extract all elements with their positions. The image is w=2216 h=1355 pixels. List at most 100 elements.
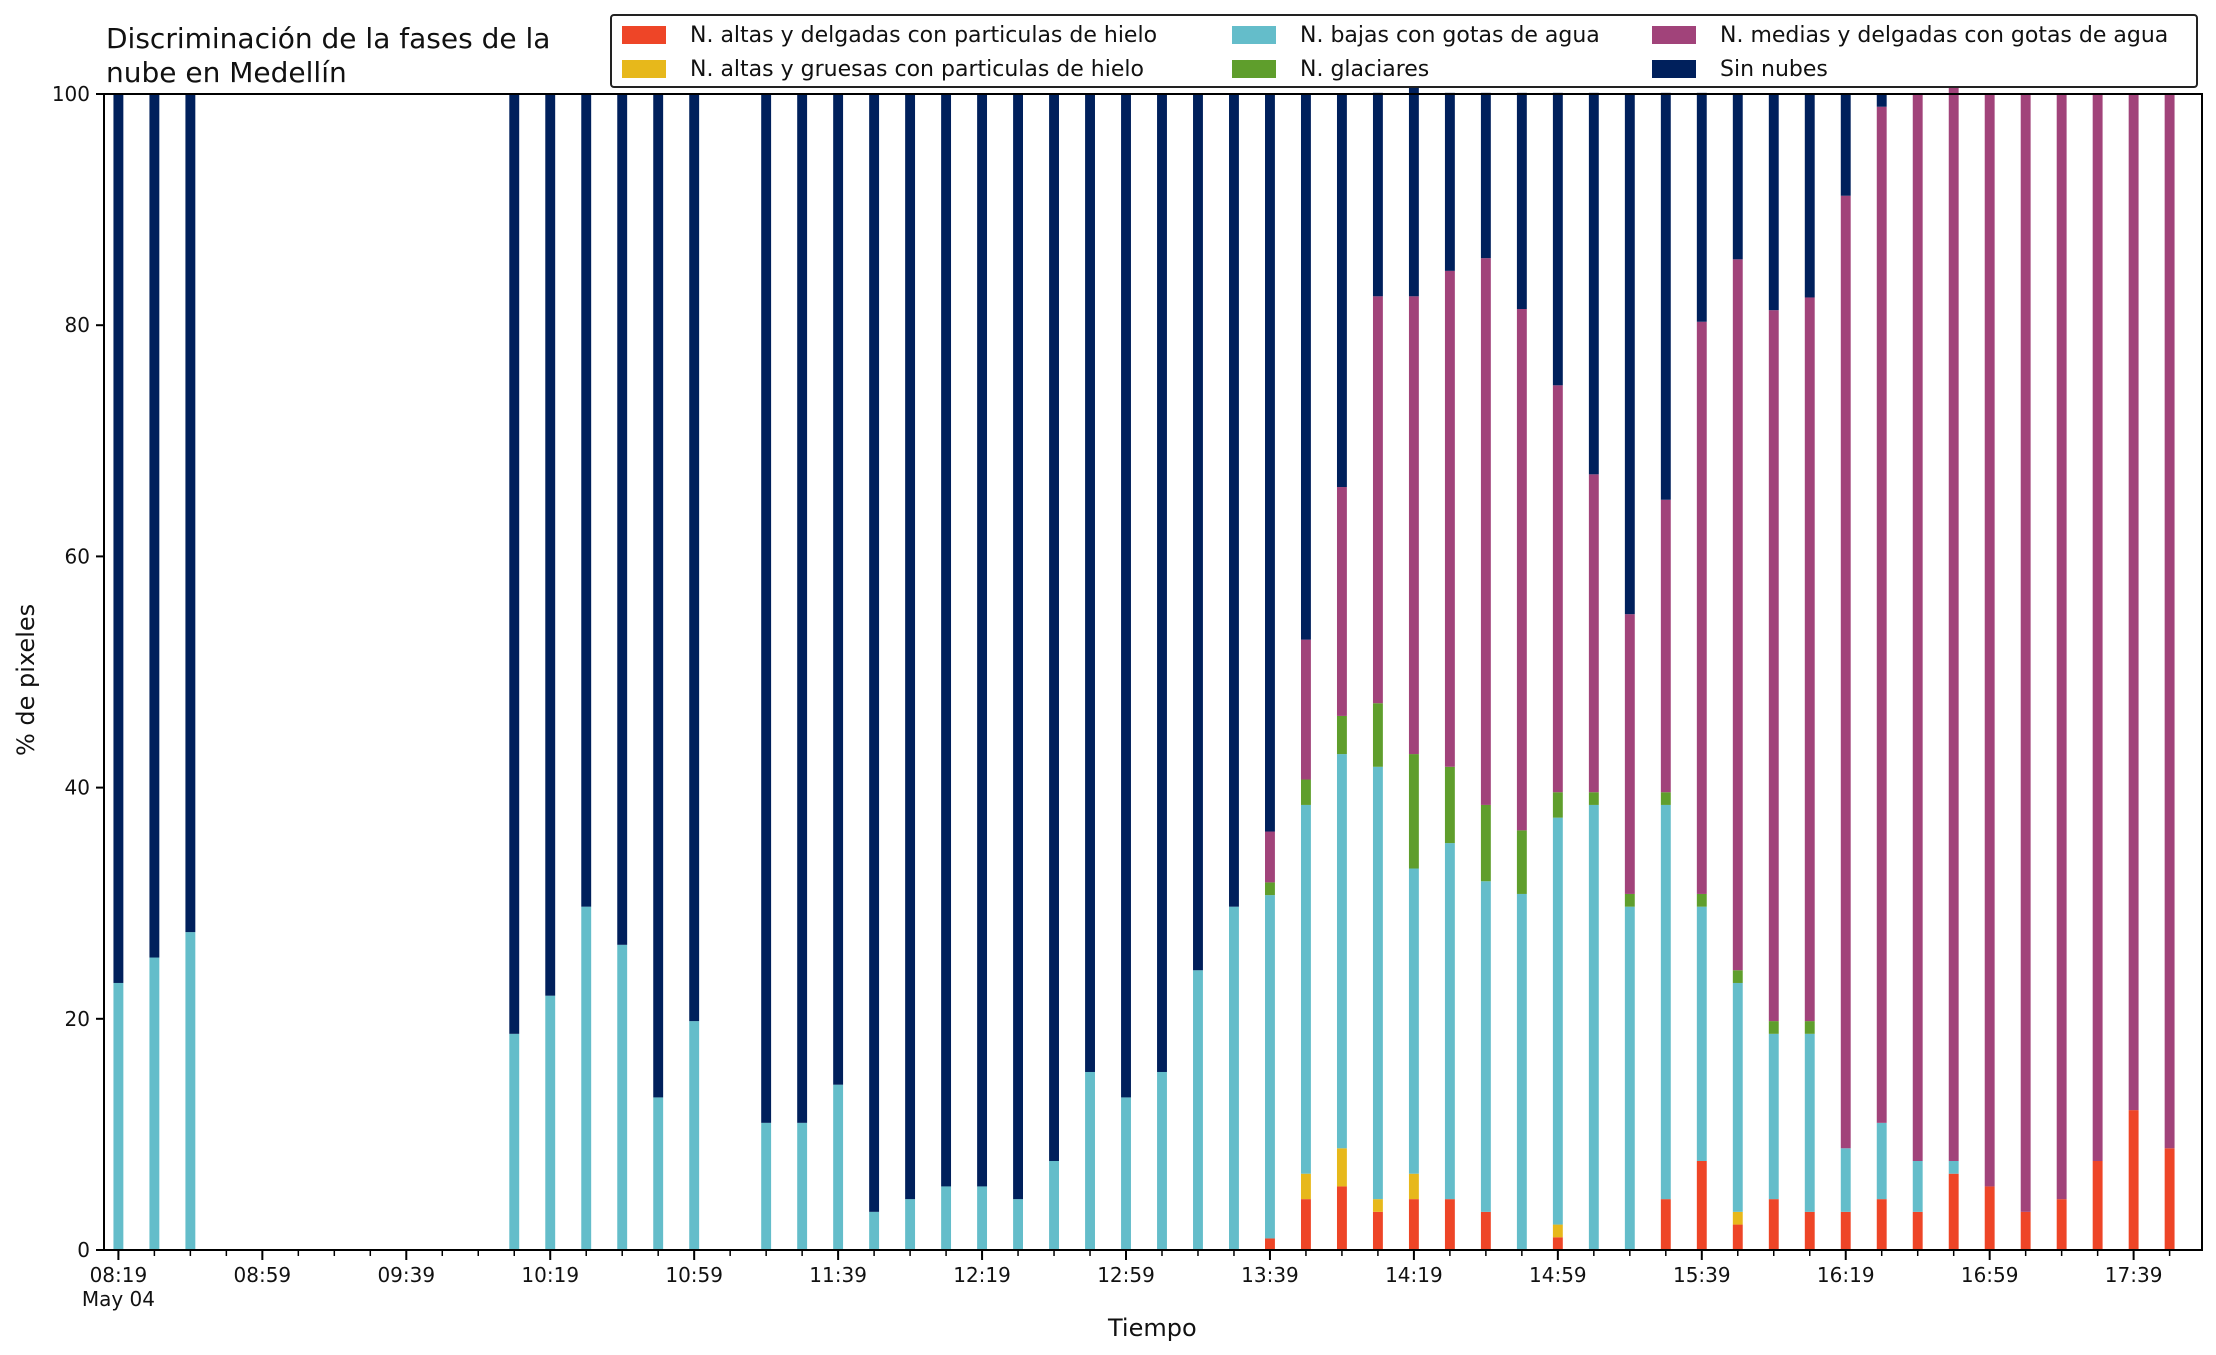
x-axis-label: Tiempo: [1108, 1314, 1197, 1342]
bar-segment-1419-s0: [1408, 1199, 1419, 1250]
bar-segment-1729-s4: [2092, 94, 2103, 1161]
bar-segment-1029-s2: [581, 906, 592, 1250]
bar-segment-1009-s2: [509, 1033, 520, 1250]
bar-segment-1719-s4: [2056, 94, 2067, 1200]
legend-swatch-altas-gruesas: [622, 60, 666, 78]
bar-segment-1539-s0: [1696, 1160, 1707, 1250]
bar-segment-1409-s5: [1372, 92, 1383, 297]
bar-segment-0819-s5: [113, 94, 124, 983]
bar-segment-1129-s5: [797, 94, 808, 1123]
bar-segment-1549-s3: [1732, 970, 1743, 983]
bar-segment-1229-s5: [1013, 94, 1023, 1200]
chart-title-line-1: Discriminación de la fases de la: [106, 22, 551, 55]
bar-segment-1429-s2: [1444, 843, 1455, 1200]
bar-segment-1649-s4: [1948, 81, 1959, 1161]
bar-segment-1459-s3: [1552, 792, 1563, 818]
x-tick-label-1059: 10:59: [665, 1263, 723, 1287]
bar-segment-1609-s2: [1804, 1033, 1815, 1212]
bar-segment-1359-s5: [1336, 94, 1347, 488]
bar-segment-1319-s2: [1193, 970, 1203, 1250]
bar-segment-1529-s4: [1660, 499, 1671, 793]
x-tick-label-1459: 14:59: [1529, 1263, 1587, 1287]
bar-segment-1019-s2: [545, 995, 556, 1250]
bar-segment-1309-s5: [1157, 94, 1167, 1072]
bar-segment-1549-s0: [1732, 1224, 1743, 1250]
bar-segment-1039-s2: [617, 944, 628, 1250]
x-tick-label-0859: 08:59: [234, 1263, 292, 1287]
y-tick-label-80: 80: [65, 313, 90, 337]
bar-segment-1609-s3: [1804, 1021, 1815, 1034]
bar-segment-1419-s5: [1408, 67, 1419, 297]
bar-segment-1049-s5: [653, 94, 664, 1098]
bar-segment-1719-s0: [2056, 1199, 2067, 1250]
legend-label-altas-gruesas: N. altas y gruesas con particulas de hie…: [690, 56, 1144, 82]
bar-segment-1409-s1: [1372, 1199, 1383, 1212]
bar-segment-1459-s2: [1552, 817, 1563, 1225]
bar-segment-1129-s2: [797, 1122, 808, 1250]
bars-layer: [113, 67, 2175, 1250]
legend-label-bajas-agua: N. bajas con gotas de agua: [1300, 22, 1600, 48]
bar-segment-1359-s3: [1336, 715, 1347, 755]
bar-segment-1239-s2: [1049, 1160, 1059, 1250]
bar-segment-1559-s3: [1768, 1021, 1779, 1034]
bar-segment-1709-s0: [2020, 1211, 2031, 1250]
bar-segment-1609-s5: [1804, 94, 1815, 298]
bar-segment-1429-s4: [1444, 270, 1455, 767]
legend-item-bajas-agua: N. bajas con gotas de agua: [1232, 20, 1600, 50]
bar-segment-1219-s5: [977, 94, 988, 1187]
legend-label-medias-agua: N. medias y delgadas con gotas de agua: [1720, 22, 2169, 48]
x-tick-label-1539: 15:39: [1673, 1263, 1731, 1287]
bar-segment-1139-s5: [833, 94, 844, 1085]
legend-label-sin-nubes: Sin nubes: [1720, 56, 1828, 82]
bar-segment-1749-s4: [2164, 94, 2175, 1149]
bar-segment-1149-s5: [869, 94, 880, 1212]
bar-segment-1739-s0: [2128, 1110, 2139, 1250]
bar-segment-1409-s0: [1372, 1211, 1383, 1250]
x-tick-label-1739: 17:39: [2105, 1263, 2163, 1287]
bar-segment-1449-s4: [1516, 309, 1527, 831]
bar-segment-1559-s2: [1768, 1033, 1779, 1200]
legend-swatch-altas-delgadas: [622, 26, 666, 44]
bar-segment-1519-s5: [1624, 94, 1635, 615]
bar-segment-1059-s2: [689, 1021, 700, 1250]
bar-segment-1539-s2: [1696, 906, 1707, 1161]
bar-segment-1619-s0: [1840, 1211, 1851, 1250]
bar-segment-1409-s3: [1372, 703, 1383, 767]
x-tick-label-1659: 16:59: [1961, 1263, 2019, 1287]
bar-segment-1209-s5: [941, 94, 952, 1187]
bar-segment-1159-s2: [905, 1199, 916, 1250]
bar-segment-1349-s4: [1300, 639, 1311, 780]
y-tick-label-0: 0: [77, 1238, 90, 1262]
y-tick-label-60: 60: [65, 544, 90, 568]
bar-segment-1419-s2: [1408, 868, 1419, 1174]
bar-segment-0819-s2: [113, 982, 124, 1250]
bar-segment-1239-s5: [1049, 94, 1059, 1161]
bar-segment-1659-s0: [1984, 1186, 1995, 1250]
bar-segment-1459-s0: [1552, 1237, 1563, 1250]
bar-segment-1249-s2: [1085, 1071, 1095, 1250]
legend: N. altas y delgadas con particulas de hi…: [610, 14, 2198, 88]
bar-segment-1639-s2: [1912, 1160, 1923, 1212]
bar-segment-1119-s5: [761, 94, 772, 1123]
bar-segment-1159-s5: [905, 94, 916, 1200]
y-axis-label: % de pixeles: [12, 603, 40, 756]
bar-segment-1329-s5: [1229, 94, 1239, 907]
bar-segment-1639-s4: [1912, 94, 1923, 1161]
bar-segment-1249-s5: [1085, 94, 1095, 1072]
bar-segment-1529-s5: [1660, 92, 1671, 500]
bar-segment-1119-s2: [761, 1122, 772, 1250]
bar-segment-1349-s1: [1300, 1173, 1311, 1200]
bar-segment-1409-s2: [1372, 766, 1383, 1200]
x-tick-label-1139: 11:39: [809, 1263, 867, 1287]
x-tick-label-1259: 12:59: [1097, 1263, 1155, 1287]
bar-segment-1009-s5: [509, 94, 520, 1034]
legend-item-sin-nubes: Sin nubes: [1652, 54, 1828, 84]
bar-segment-1339-s3: [1265, 882, 1275, 896]
bar-segment-1359-s1: [1336, 1148, 1347, 1187]
bar-segment-1329-s2: [1229, 906, 1239, 1250]
legend-label-glaciares: N. glaciares: [1300, 56, 1430, 82]
bar-segment-1609-s4: [1804, 297, 1815, 1022]
legend-swatch-sin-nubes: [1652, 60, 1696, 78]
legend-item-altas-delgadas: N. altas y delgadas con particulas de hi…: [622, 20, 1157, 50]
